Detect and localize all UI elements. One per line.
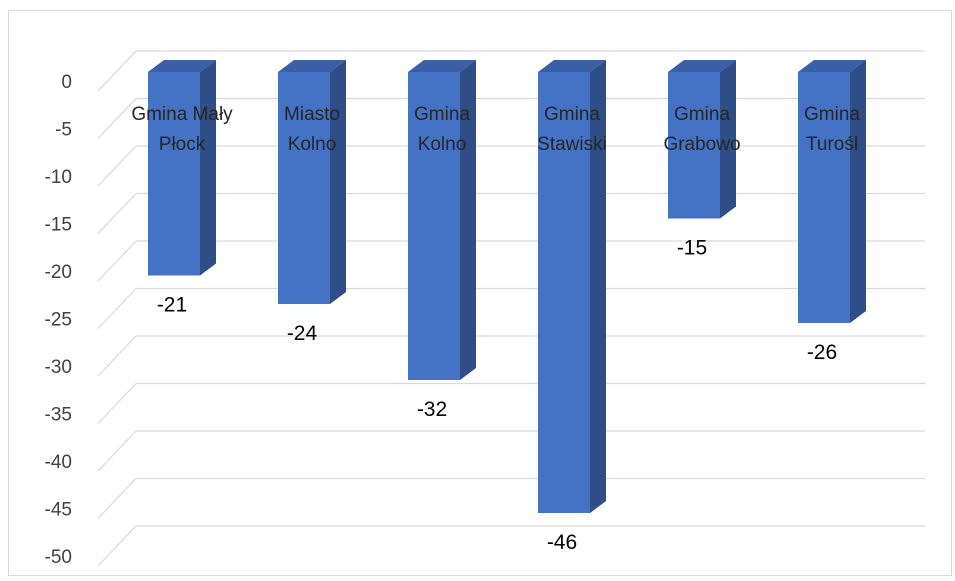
- bar-front: [538, 72, 590, 513]
- category-label: Kolno: [288, 134, 337, 155]
- data-label: -46: [547, 531, 577, 554]
- bar-front: [668, 72, 720, 219]
- bar: [278, 60, 346, 304]
- bar-front: [408, 72, 460, 380]
- y-tick-label: -10: [45, 167, 72, 188]
- gridline-side: [97, 240, 137, 282]
- bar-side: [200, 60, 216, 276]
- gridline-side: [97, 335, 137, 377]
- y-tick-label: -20: [45, 262, 72, 283]
- y-tick-label: -15: [45, 215, 72, 236]
- data-label: -32: [417, 398, 447, 421]
- y-axis-ticks: 0 -5 -10 -15 -20 -25 -30 -35 -40 -45 -50: [45, 72, 72, 568]
- bar-top: [798, 60, 866, 72]
- gridline-side: [97, 145, 137, 187]
- category-label: Grabowo: [663, 134, 740, 155]
- category-label: Turośl: [806, 134, 858, 155]
- category-label: Gmina: [414, 104, 470, 125]
- data-label: -26: [807, 341, 837, 364]
- bar: [798, 60, 866, 323]
- data-label: -21: [157, 294, 187, 317]
- grid-layer: [97, 50, 925, 567]
- y-tick-label: 0: [61, 72, 72, 93]
- bar-side: [720, 60, 736, 219]
- category-label: Płock: [159, 134, 206, 155]
- gridline-side: [97, 430, 137, 472]
- y-tick-label: -30: [45, 357, 72, 378]
- bar-top: [278, 60, 346, 72]
- bar-top: [148, 60, 216, 72]
- bar-top: [408, 60, 476, 72]
- labels: -21 Gmina Mały Płock -24 Miasto Kolno -32 Gmina…: [131, 104, 860, 554]
- y-tick-label: -35: [45, 405, 72, 426]
- bar-side: [460, 60, 476, 380]
- gridline-side: [97, 288, 137, 329]
- bar-front: [148, 72, 200, 276]
- data-label: -24: [287, 322, 318, 345]
- y-tick-label: -25: [45, 310, 72, 331]
- category-label: Gmina Mały: [131, 104, 233, 125]
- y-tick-label: -40: [45, 452, 72, 473]
- category-label: Miasto: [284, 104, 340, 125]
- category-label: Gmina: [674, 104, 730, 125]
- gridline-side: [97, 193, 137, 234]
- category-label: Kolno: [418, 134, 467, 155]
- gridline-side: [97, 50, 137, 92]
- bar-top: [538, 60, 606, 72]
- bar: [538, 60, 606, 513]
- y-tick-label: -50: [45, 547, 72, 568]
- bar-side: [330, 60, 346, 304]
- bar-front: [278, 72, 330, 304]
- gridline-side: [97, 98, 137, 139]
- bar-side: [590, 60, 606, 513]
- bar-top: [668, 60, 736, 72]
- bar: [408, 60, 476, 380]
- bars: [148, 60, 866, 513]
- y-tick-label: -45: [45, 500, 72, 521]
- category-label: Gmina: [544, 104, 600, 125]
- gridline-side: [97, 525, 137, 567]
- category-label: Gmina: [804, 104, 860, 125]
- bar: [148, 60, 216, 276]
- gridline-side: [97, 478, 137, 519]
- bar: [668, 60, 736, 219]
- bar-front: [798, 72, 850, 323]
- gridline-side: [97, 383, 137, 424]
- category-label: Stawiski: [537, 134, 607, 155]
- bar-side: [850, 60, 866, 323]
- y-tick-label: -5: [55, 120, 72, 141]
- data-label: -15: [677, 237, 707, 260]
